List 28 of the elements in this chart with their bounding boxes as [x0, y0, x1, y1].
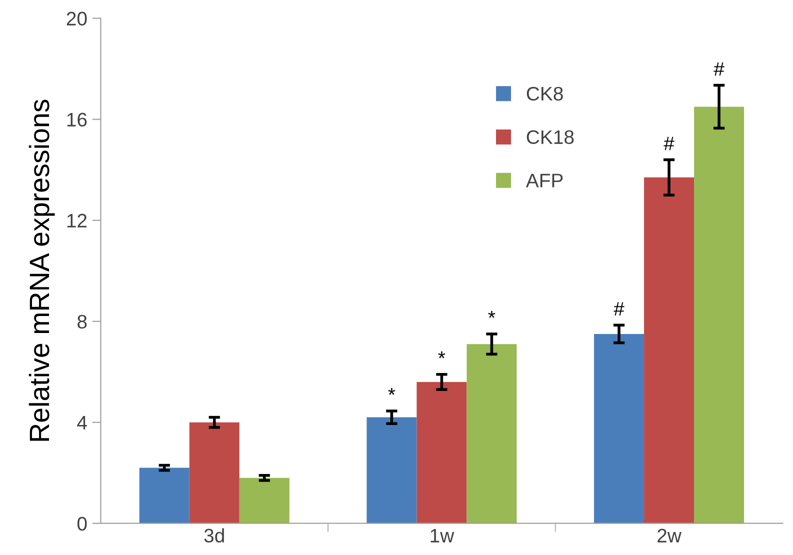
bar	[366, 417, 417, 524]
x-tick-label: 1w	[430, 528, 454, 542]
legend-label: CK18	[526, 130, 574, 144]
bar	[694, 106, 744, 524]
data-label: *	[488, 311, 496, 318]
bar	[239, 478, 290, 524]
y-tick-label: 4	[77, 416, 87, 430]
legend-label: AFP	[526, 174, 563, 188]
y-tick-label: 8	[78, 314, 87, 329]
y-tick-label: 16	[67, 112, 87, 127]
y-tick-label: 0	[77, 516, 87, 531]
bar	[466, 344, 517, 524]
data-label: #	[614, 302, 624, 316]
x-tick-label: 2w	[658, 528, 682, 542]
y-axis-title: Relative mRNA expressions	[28, 100, 55, 441]
data-label: *	[388, 388, 396, 395]
bar	[416, 382, 467, 524]
y-tick-label: 12	[67, 214, 87, 228]
bar	[189, 422, 240, 524]
data-label: #	[714, 62, 724, 76]
bar	[139, 468, 190, 524]
bar	[594, 334, 644, 524]
y-tick-label: 20	[66, 12, 87, 26]
bar	[644, 177, 694, 524]
data-label: *	[438, 351, 446, 358]
legend-label: CK8	[526, 86, 563, 101]
data-label: #	[664, 136, 674, 150]
x-tick-label: 3d	[204, 528, 224, 543]
